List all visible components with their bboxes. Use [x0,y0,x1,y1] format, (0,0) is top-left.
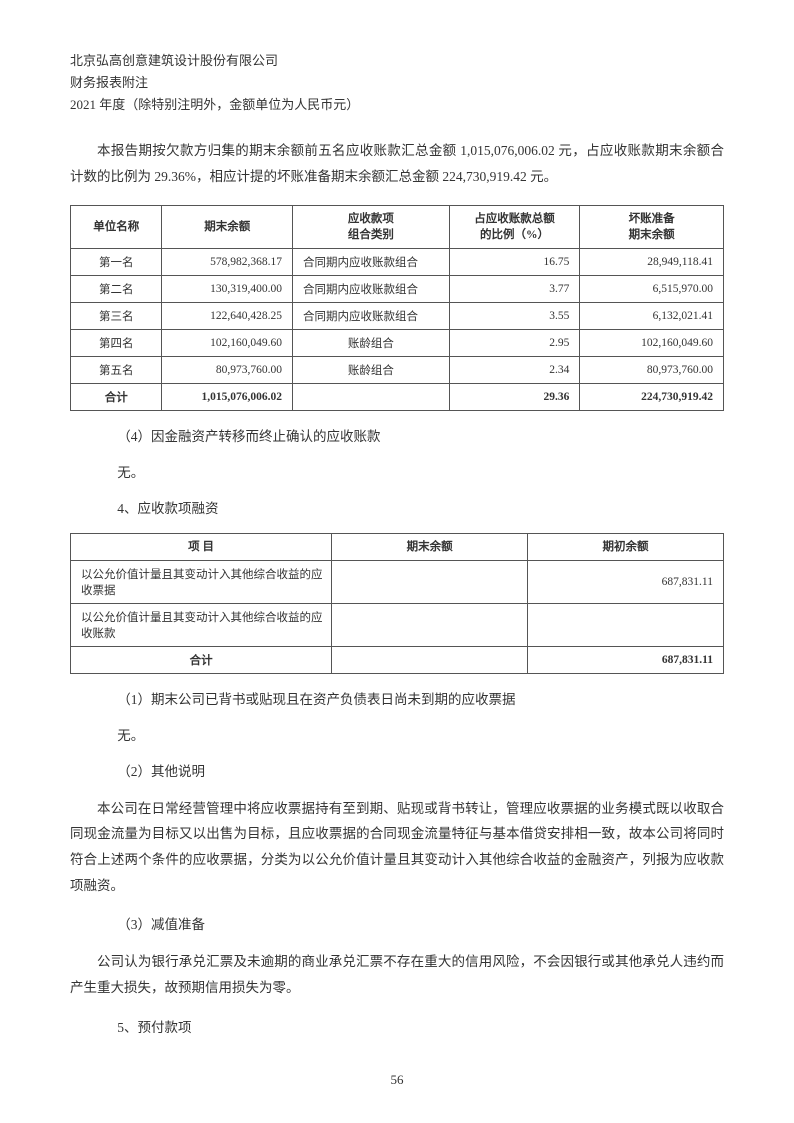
table-header: 期末余额 [162,205,293,248]
table-row: 第三名 122,640,428.25 合同期内应收账款组合 3.55 6,132… [71,302,724,329]
table-header: 单位名称 [71,205,162,248]
report-type: 财务报表附注 [70,72,724,94]
table-header: 期末余额 [332,533,528,560]
table-row: 第一名 578,982,368.17 合同期内应收账款组合 16.75 28,9… [71,248,724,275]
paragraph-1: 本报告期按欠款方归集的期末余额前五名应收账款汇总金额 1,015,076,006… [70,138,724,189]
item-heading-5: 5、预付款项 [117,1016,724,1036]
top5-receivables-table: 单位名称 期末余额 应收款项组合类别 占应收账款总额的比例（%） 坏账准备期末余… [70,205,724,411]
section-heading-3b: （3）减值准备 [117,913,724,933]
section-heading-2b: （2）其他说明 [117,760,724,780]
none-text: 无。 [117,461,724,481]
paragraph-3: 公司认为银行承兑汇票及未逾期的商业承兑汇票不存在重大的信用风险，不会因银行或其他… [70,949,724,1000]
table-header: 应收款项组合类别 [293,205,450,248]
document-header: 北京弘高创意建筑设计股份有限公司 财务报表附注 2021 年度（除特别注明外，金… [70,50,724,116]
table-row: 第二名 130,319,400.00 合同期内应收账款组合 3.77 6,515… [71,275,724,302]
paragraph-2: 本公司在日常经营管理中将应收票据持有至到期、贴现或背书转让，管理应收票据的业务模… [70,796,724,899]
none-text: 无。 [117,724,724,744]
table-row: 第四名 102,160,049.60 账龄组合 2.95 102,160,049… [71,329,724,356]
table-total-row: 合计 687,831.11 [71,646,724,673]
table-header: 坏账准备期末余额 [580,205,724,248]
company-name: 北京弘高创意建筑设计股份有限公司 [70,50,724,72]
receivables-financing-table: 项 目 期末余额 期初余额 以公允价值计量且其变动计入其他综合收益的应收票据 6… [70,533,724,674]
table-header: 项 目 [71,533,332,560]
section-heading-4: （4）因金融资产转移而终止确认的应收账款 [117,425,724,445]
table-header: 期初余额 [528,533,724,560]
table-row: 第五名 80,973,760.00 账龄组合 2.34 80,973,760.0… [71,356,724,383]
table-row: 以公允价值计量且其变动计入其他综合收益的应收账款 [71,603,724,646]
table-total-row: 合计 1,015,076,006.02 29.36 224,730,919.42 [71,383,724,410]
item-heading-4: 4、应收款项融资 [117,497,724,517]
page-number: 56 [0,1072,794,1088]
section-heading-1b: （1）期末公司已背书或贴现且在资产负债表日尚未到期的应收票据 [117,688,724,708]
report-period: 2021 年度（除特别注明外，金额单位为人民币元） [70,94,724,116]
table-row: 以公允价值计量且其变动计入其他综合收益的应收票据 687,831.11 [71,560,724,603]
table-header: 占应收账款总额的比例（%） [449,205,580,248]
